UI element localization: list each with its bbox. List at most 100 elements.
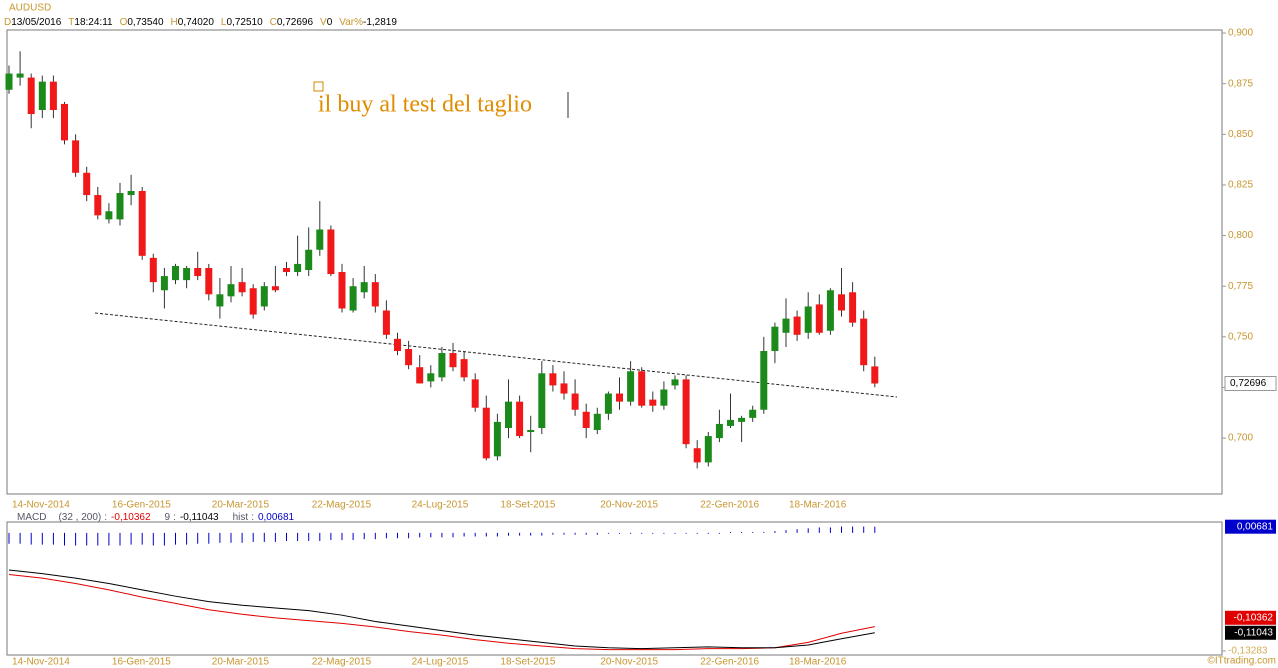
field-value: -1,2819 [363, 17, 397, 28]
candle-body [660, 389, 668, 406]
y-tick-label: 0,775 [1228, 281, 1253, 292]
candle-body [138, 191, 146, 256]
value-box-label: 0,00681 [1237, 521, 1274, 532]
candle-body [172, 265, 179, 281]
x-tick-label: 18-Set-2015 [500, 657, 555, 668]
value-box-label: -0,11043 [1234, 627, 1273, 638]
candle-body [371, 282, 379, 307]
candle-body [238, 282, 246, 293]
x-tick-label: 16-Gen-2015 [112, 500, 171, 511]
candle-body [593, 413, 601, 430]
candle-body [604, 393, 612, 414]
legend-name: hist [233, 512, 249, 523]
candle-body [327, 229, 335, 275]
candle-body [283, 267, 290, 273]
x-tick-label: 20-Nov-2015 [600, 657, 658, 668]
candle-body [760, 351, 768, 410]
candle-body [471, 379, 479, 408]
field-key: H [171, 17, 178, 28]
candle-body [804, 306, 812, 333]
candle-body [427, 373, 435, 382]
x-tick-label: 18-Set-2015 [500, 500, 555, 511]
price-panel [6, 29, 1223, 495]
candle-body [616, 393, 623, 402]
candle-body [693, 448, 701, 463]
candle-body [482, 407, 490, 459]
candle-body [305, 249, 313, 270]
field-key: Var% [339, 17, 363, 28]
candle-body [738, 417, 746, 422]
x-tick-label: 20-Mar-2015 [212, 500, 270, 511]
candle-body [249, 288, 257, 315]
candle-body [260, 286, 268, 307]
legend-value: 0,00681 [258, 512, 295, 523]
candle-body [493, 421, 501, 457]
x-tick-label: 22-Mag-2015 [312, 657, 372, 668]
field-key: D [4, 17, 11, 28]
legend-sep: : [251, 512, 254, 523]
candle-body [127, 191, 135, 196]
y-tick-label: 0,850 [1228, 129, 1253, 140]
legend-value: -0,11043 [180, 512, 219, 523]
candle-body [316, 229, 324, 250]
last-price-box [1224, 375, 1277, 391]
candle-body [49, 81, 57, 110]
y-tick-label: -0,13283 [1228, 646, 1268, 657]
x-tick-label: 20-Mar-2015 [212, 657, 270, 668]
candle-body [527, 430, 535, 433]
legend-sep: : [173, 512, 176, 523]
candle-body [849, 292, 857, 323]
candle-body [416, 367, 424, 384]
candle-body [627, 371, 635, 402]
trendline [94, 312, 898, 398]
candle-body [715, 423, 723, 439]
field-value: 13/05/2016 [11, 17, 61, 28]
legend-name: (32 , 200) [58, 512, 101, 523]
y-tick-label: 0,825 [1228, 180, 1253, 191]
x-tick-label: 14-Nov-2014 [12, 657, 70, 668]
macd-line [8, 573, 875, 651]
candle-body [183, 267, 191, 281]
field-key: C [270, 17, 277, 28]
candle-body [438, 353, 446, 378]
x-tick-label: 18-Mar-2016 [789, 500, 847, 511]
candle-body [149, 257, 157, 283]
candle-body [83, 172, 91, 196]
candle-body [826, 290, 834, 331]
x-tick-label: 22-Mag-2015 [312, 500, 372, 511]
candle-body [394, 338, 401, 352]
candle-body [582, 411, 590, 428]
y-tick-label: 0,700 [1228, 433, 1253, 444]
candle-body [349, 286, 357, 311]
candle-body [793, 316, 801, 335]
candle-body [382, 310, 390, 335]
candle-body [116, 193, 124, 220]
candle-body [560, 383, 568, 394]
candle-body [38, 81, 46, 110]
legend-sep: : [104, 512, 107, 523]
macd-legend: MACD (32 , 200): -0,10362 9: -0,11043 hist:0,… [17, 512, 295, 523]
candle-body [516, 401, 524, 437]
candle-body [27, 77, 35, 115]
candle-body [549, 373, 557, 386]
candle-body [72, 140, 80, 173]
candle-body [360, 282, 368, 293]
header-info: D13/05/2016 T18:24:11 O0,73540 H0,74020 L0,7… [4, 17, 397, 28]
candle-body [815, 304, 823, 333]
legend-value: -0,10362 [111, 512, 151, 523]
x-tick-label: 14-Nov-2014 [12, 500, 70, 511]
candle-body [271, 286, 279, 291]
y-tick-label: 0,900 [1228, 28, 1253, 39]
field-value: 0 [327, 17, 333, 28]
candle-body [649, 399, 657, 406]
field-value: 0,72510 [226, 17, 263, 28]
annotation: il buy al test del taglio [318, 92, 532, 118]
field-key: T [68, 17, 74, 28]
candle-body [771, 326, 779, 352]
candle-body [16, 73, 24, 78]
x-tick-label: 24-Lug-2015 [412, 657, 469, 668]
value-box [1225, 610, 1276, 625]
candle-body [449, 353, 457, 368]
candle-body [205, 267, 213, 295]
